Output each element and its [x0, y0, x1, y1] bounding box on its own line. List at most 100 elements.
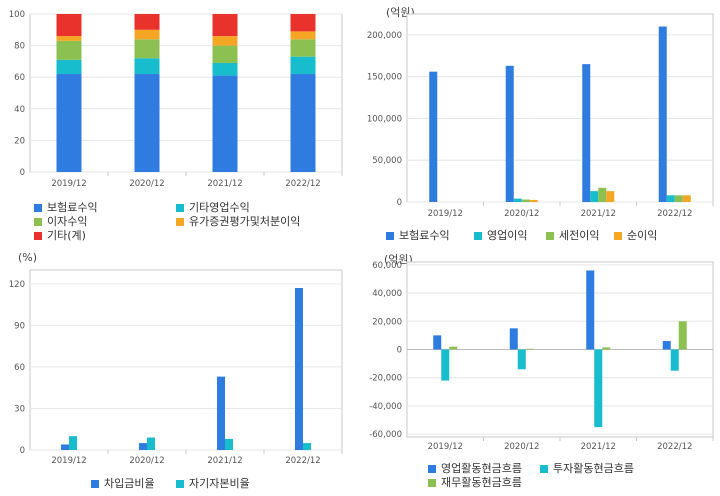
y-tick-label: 60 [14, 363, 25, 373]
legend-item: 보험료수익 [386, 229, 450, 242]
x-tick-label: 2019/12 [51, 179, 86, 189]
legend-item: 유가증권평가및처분이익 [176, 215, 300, 228]
legend-item: 기타(계) [34, 229, 86, 242]
bar [295, 288, 303, 450]
x-tick-label: 2021/12 [581, 442, 616, 452]
legend-label: 영업활동현금흐름 [441, 462, 522, 475]
x-tick-label: 2020/12 [504, 442, 539, 452]
y-tick-label: 0 [397, 346, 402, 356]
legend-item: 차입금비율 [91, 477, 155, 490]
bar [212, 36, 238, 46]
bar [134, 29, 160, 40]
legend-label: 유가증권평가및처분이익 [189, 215, 301, 228]
bar [525, 348, 534, 350]
legend-swatch [614, 231, 622, 240]
y-tick-label: -60,000 [369, 430, 402, 440]
bar [606, 191, 615, 202]
y-tick-label: 0 [20, 446, 25, 456]
plot-frame [29, 269, 343, 451]
revenue-profit-plot: 0 50,000 100,000 150,000 200,000 2019/12 2020/… [367, 13, 714, 219]
legend-swatch [176, 217, 184, 226]
x-tick-label: 2019/12 [51, 456, 86, 466]
legend-item: 기타영업수익 [176, 201, 250, 214]
legend-swatch [34, 217, 42, 226]
bar [586, 270, 595, 350]
legend-label: 자기자본비율 [189, 477, 250, 490]
ratio-legend: 차입금비율 자기자본비율 [0, 248, 360, 496]
legend-label: 세전이익 [559, 229, 600, 242]
x-tick-label: 2021/12 [581, 209, 616, 219]
bar [682, 195, 691, 202]
legend-label: 영업이익 [487, 229, 528, 242]
legend-item: 영업이익 [474, 229, 527, 242]
legend-label: 보험료수익 [47, 201, 98, 214]
y-tick-label: 20,000 [372, 317, 402, 327]
legend-item: 재무활동현금흐름 [428, 476, 522, 489]
bar [134, 39, 160, 59]
legend-swatch [428, 478, 436, 487]
x-tick-label: 2021/12 [207, 179, 242, 189]
bar [147, 437, 155, 450]
legend-swatch [540, 464, 548, 473]
y-tick-label: 90 [14, 321, 25, 331]
x-tick-label: 2020/12 [504, 209, 539, 219]
unit-label: (억원) [384, 253, 413, 266]
cash-flow-plot: -60,000 -40,000 -20,000 0 20,000 40,000 60,000… [369, 261, 714, 452]
x-tick-label: 2022/12 [285, 456, 320, 466]
legend-item: 투자활동현금흐름 [540, 462, 634, 475]
bar [134, 14, 160, 30]
bar [666, 195, 675, 202]
legend-item: 순이익 [614, 229, 657, 242]
legend-swatch [474, 231, 482, 240]
x-tick-label: 2022/12 [285, 179, 320, 189]
bar [134, 58, 160, 75]
legend-item: 영업활동현금흐름 [428, 462, 522, 475]
x-tick-label: 2020/12 [129, 179, 164, 189]
legend-label: 차입금비율 [104, 477, 155, 490]
bar [662, 341, 671, 350]
bar [521, 199, 530, 202]
bar [505, 65, 514, 202]
legend-label: 투자활동현금흐름 [553, 462, 634, 475]
x-tick-label: 2021/12 [207, 456, 242, 466]
legend-label: 기타(계) [47, 229, 86, 242]
y-tick-label: 100,000 [367, 114, 402, 124]
x-tick-label: 2020/12 [129, 456, 164, 466]
legend-item: 보험료수익 [34, 201, 98, 214]
legend-swatch [34, 231, 42, 240]
y-tick-label: 20 [14, 136, 25, 146]
bar [212, 75, 238, 172]
bar [678, 321, 687, 350]
y-tick-label: 0 [397, 198, 402, 208]
legend-label: 순이익 [627, 229, 658, 242]
bar [590, 191, 599, 202]
bar [139, 443, 147, 450]
bar [513, 198, 522, 202]
bar [449, 346, 458, 350]
cash-flow-chart: (억원) -60,000 -40,000 -20,000 0 20,000 40,000 6… [360, 248, 720, 496]
legend-item: 세전이익 [546, 229, 599, 242]
bar [517, 349, 526, 370]
bar [658, 26, 667, 203]
legend-item: 자기자본비율 [176, 477, 250, 490]
bar [225, 438, 233, 450]
bar [441, 349, 450, 381]
legend-label: 기타영업수익 [189, 201, 250, 214]
legend-item: 이자수익 [34, 215, 87, 228]
bar [56, 40, 82, 60]
bar [303, 443, 311, 450]
legend-swatch [34, 203, 42, 212]
legend-swatch [91, 479, 99, 488]
bar [529, 199, 538, 202]
plot-frame [29, 13, 343, 173]
bar [594, 349, 603, 428]
bar [509, 328, 518, 350]
bar [582, 64, 591, 202]
bar [674, 195, 683, 202]
x-tick-label: 2019/12 [428, 209, 463, 219]
bar [290, 39, 316, 57]
y-tick-label: 40 [14, 105, 25, 115]
revenue-profit-chart: (억원) 0 50,000 100,000 150,000 200,000 2019/12… [360, 0, 720, 248]
